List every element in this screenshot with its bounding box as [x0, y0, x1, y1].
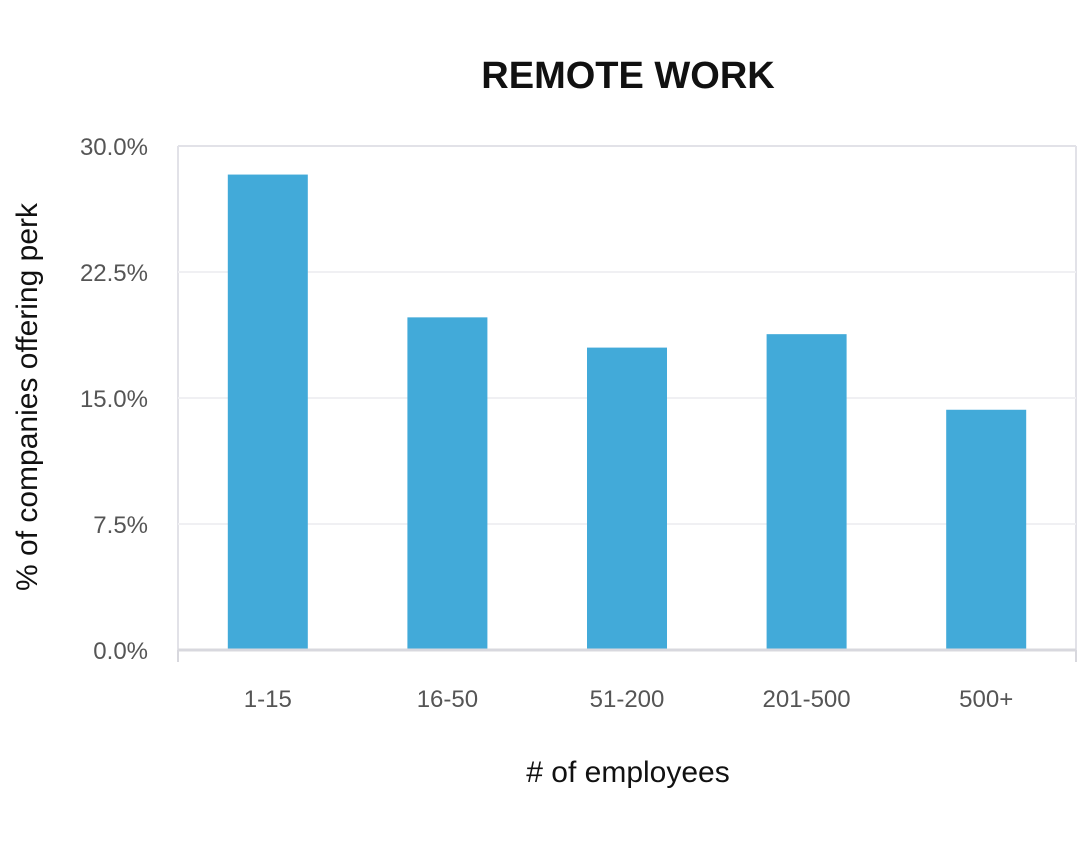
chart-title: REMOTE WORK	[481, 55, 775, 97]
y-tick-labels: 0.0% 7.5% 15.0% 22.5% 30.0%	[80, 134, 148, 665]
x-axis-label: # of employees	[526, 756, 729, 789]
x-tick-labels: 1-15 16-50 51-200 201-500 500+	[244, 686, 1013, 713]
bar-16-50	[407, 317, 488, 650]
x-tick-label: 500+	[959, 686, 1013, 713]
y-tick-label: 7.5%	[93, 512, 148, 539]
bar-500+	[946, 409, 1027, 650]
y-tick-label: 30.0%	[80, 134, 148, 161]
bar-51-200	[587, 347, 667, 650]
x-axis	[177, 648, 1077, 662]
bar-1-15	[227, 174, 308, 650]
bars	[227, 174, 1027, 650]
y-tick-label: 0.0%	[93, 638, 148, 665]
y-axis-label: % of companies offering perk	[11, 202, 44, 591]
y-tick-label: 22.5%	[80, 260, 148, 287]
x-tick-label: 1-15	[244, 686, 292, 713]
x-tick-label: 16-50	[417, 686, 478, 713]
x-tick-label: 51-200	[590, 686, 665, 713]
x-tick-label: 201-500	[763, 686, 851, 713]
y-tick-label: 15.0%	[80, 386, 148, 413]
bar-201-500	[766, 334, 847, 650]
